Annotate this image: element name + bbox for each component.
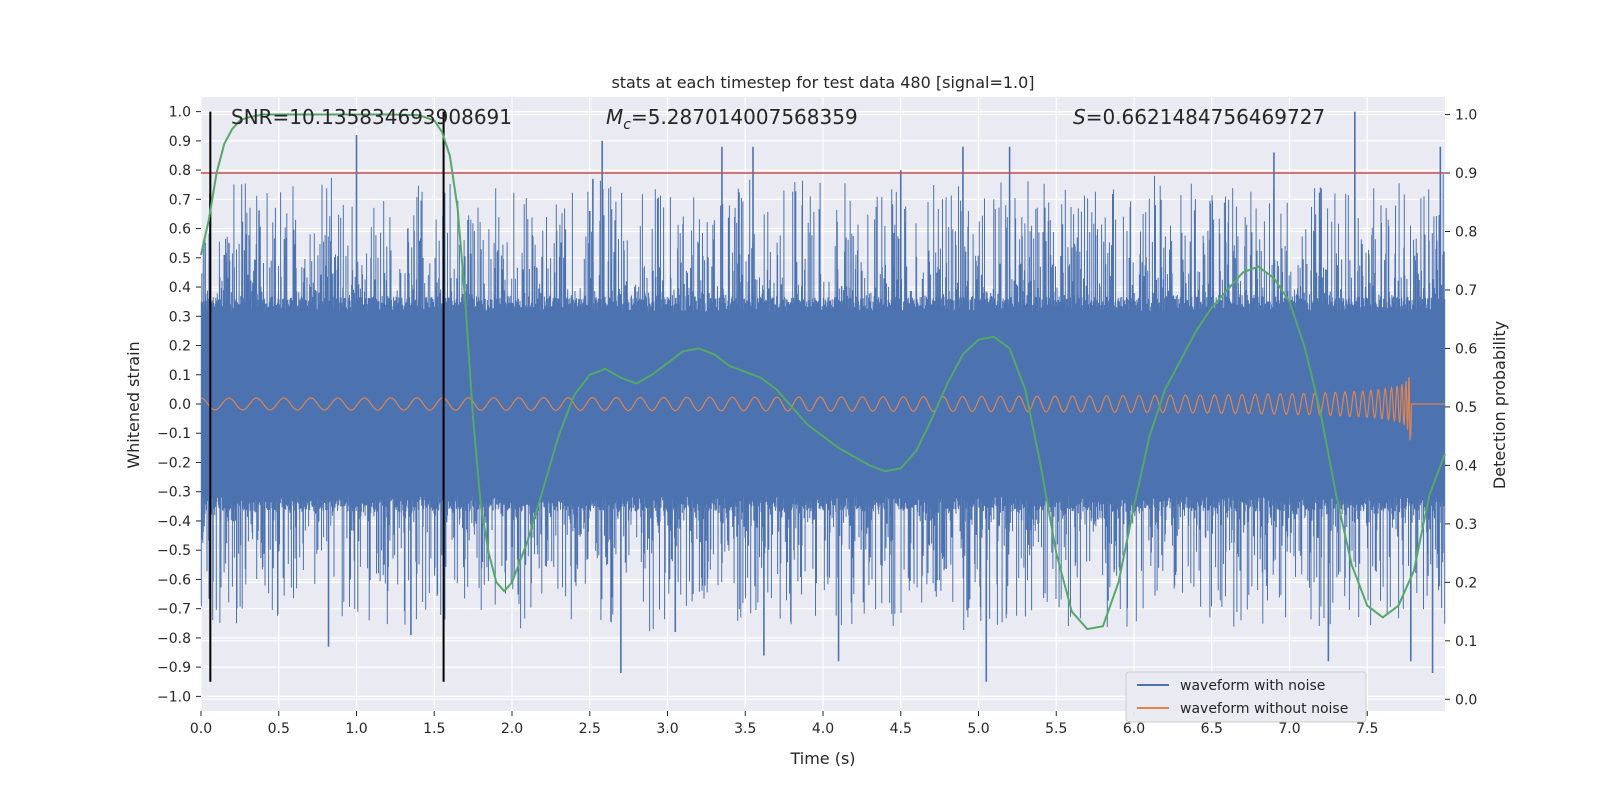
- x-tick-label-11: 5.5: [1045, 721, 1067, 737]
- y-tick-label-7: 0.3: [169, 309, 191, 325]
- x-tick-label-13: 6.5: [1201, 721, 1223, 737]
- legend-box: [1125, 671, 1367, 723]
- y-tick-label-12: −0.2: [157, 455, 191, 471]
- y-tick-label-10: 0.0: [169, 397, 191, 413]
- y2-tick-label-2: 0.8: [1455, 224, 1477, 240]
- y-tick-label-18: −0.8: [157, 631, 191, 647]
- y2-tick-label-0: 1.0: [1455, 108, 1477, 124]
- x-tick-label-1: 0.5: [268, 721, 290, 737]
- probability-layer: [200, 113, 1446, 631]
- y2-tick-label-1: 0.9: [1455, 166, 1477, 182]
- y-tick-label-16: −0.6: [157, 572, 191, 588]
- y-tick-label-17: −0.7: [157, 602, 191, 618]
- x-tick-label-5: 2.5: [579, 721, 601, 737]
- y-tick-label-0: 1.0: [169, 105, 191, 121]
- y-axis-label: Whitened strain: [124, 341, 143, 468]
- y-tick-label-3: 0.7: [169, 192, 191, 208]
- y-tick-label-14: −0.4: [157, 514, 191, 530]
- y-tick-label-20: −1.0: [157, 689, 191, 705]
- x-tick-label-3: 1.5: [423, 721, 445, 737]
- y-tick-label-6: 0.4: [169, 280, 191, 296]
- y2-tick-label-6: 0.4: [1455, 458, 1477, 474]
- detection-probability-line: [200, 113, 1446, 631]
- x-tick-label-12: 6.0: [1123, 721, 1145, 737]
- x-tick-label-10: 5.0: [967, 721, 989, 737]
- y2-tick-label-10: 0.0: [1455, 692, 1477, 708]
- y-tick-label-19: −0.9: [157, 660, 191, 676]
- clean-waveform-line: [200, 377, 1445, 441]
- y-tick-label-1: 0.9: [169, 134, 191, 150]
- x-tick-label-7: 3.5: [734, 721, 756, 737]
- x-tick-label-15: 7.5: [1356, 721, 1378, 737]
- x-tick-label-14: 7.0: [1278, 721, 1300, 737]
- y-tick-label-5: 0.5: [169, 251, 191, 267]
- y2-tick-label-9: 0.1: [1455, 634, 1477, 650]
- legend-noisy-label: waveform with noise: [1180, 678, 1325, 694]
- x-tick-label-2: 1.0: [345, 721, 367, 737]
- legend-clean-label: waveform without noise: [1180, 701, 1348, 717]
- score-annotation: S=0.6621484756469727: [1073, 105, 1325, 129]
- y2-axis-ticks: 1.0 0.9 0.8 0.7 0.6 0.5 0.4 0.3 0.2 0.1 0.0: [1445, 108, 1477, 708]
- y-tick-label-8: 0.2: [169, 339, 191, 355]
- legend: waveform with noise waveform without noi…: [1125, 671, 1367, 723]
- y-tick-label-13: −0.3: [157, 485, 191, 501]
- x-tick-label-8: 4.0: [812, 721, 834, 737]
- y2-tick-label-5: 0.5: [1455, 400, 1477, 416]
- x-tick-label-0: 0.0: [190, 721, 212, 737]
- y-axis-ticks: 1.0 0.9 0.8 0.7 0.6 0.5 0.4 0.3 0.2 0.1 0.0 −0.1 −0.…: [157, 105, 201, 705]
- chirp-mass-annotation: Mc=5.287014007568359: [606, 105, 858, 133]
- noisy-waveform-core: [201, 311, 1445, 497]
- y-tick-label-11: −0.1: [157, 426, 191, 442]
- x-tick-label-9: 4.5: [890, 721, 912, 737]
- y2-tick-label-7: 0.3: [1455, 517, 1477, 533]
- x-tick-label-6: 3.0: [656, 721, 678, 737]
- y2-axis-label: Detection probability: [1490, 321, 1509, 489]
- y-tick-label-15: −0.5: [157, 543, 191, 559]
- x-tick-label-4: 2.0: [501, 721, 523, 737]
- snr-annotation: SNR=10.135834693908691: [231, 105, 512, 129]
- x-axis-label: Time (s): [789, 749, 855, 768]
- y2-tick-label-4: 0.6: [1455, 341, 1477, 357]
- y2-tick-label-3: 0.7: [1455, 283, 1477, 299]
- y-tick-label-9: 0.1: [169, 368, 191, 384]
- chart-title: stats at each timestep for test data 480…: [611, 73, 1034, 92]
- y2-tick-label-8: 0.2: [1455, 575, 1477, 591]
- y-tick-label-2: 0.8: [169, 163, 191, 179]
- y-tick-label-4: 0.6: [169, 222, 191, 238]
